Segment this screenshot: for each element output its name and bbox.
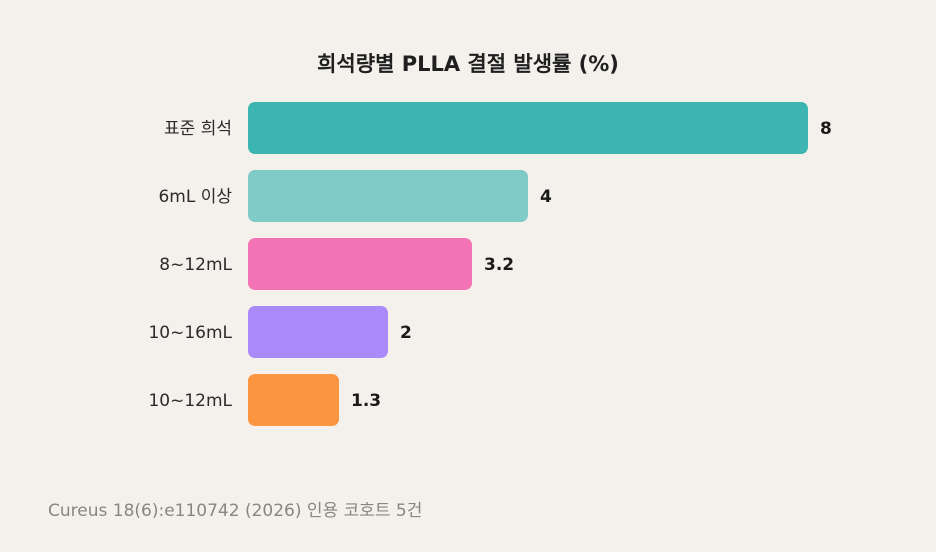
source-note: Cureus 18(6):e110742 (2026) 인용 코호트 5건: [48, 501, 423, 521]
category-label: 10~16mL: [148, 323, 232, 343]
value-label: 8: [820, 119, 832, 139]
value-label: 1.3: [351, 391, 381, 411]
bar: [248, 238, 472, 290]
bar: [248, 306, 388, 358]
value-label: 2: [400, 323, 412, 343]
bar: [248, 170, 528, 222]
category-label: 표준 희석: [164, 119, 232, 139]
bar: [248, 374, 339, 426]
category-label: 6mL 이상: [158, 187, 232, 207]
category-label: 8~12mL: [159, 255, 232, 275]
value-label: 3.2: [484, 255, 514, 275]
category-label: 10~12mL: [148, 391, 232, 411]
bar: [248, 102, 808, 154]
value-label: 4: [540, 187, 552, 207]
chart-title: 희석량별 PLLA 결절 발생률 (%): [317, 52, 619, 76]
